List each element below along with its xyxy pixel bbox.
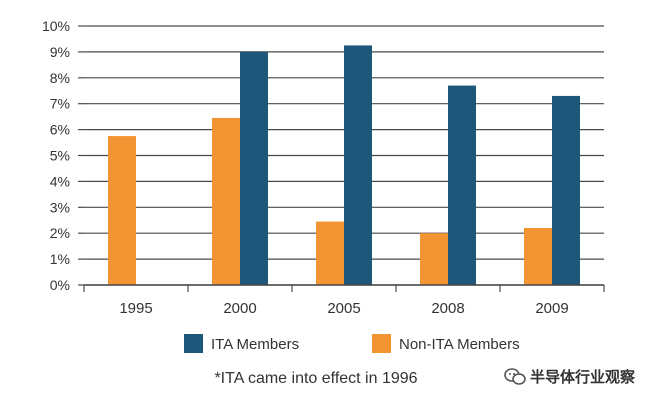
x-tick-label: 2009 [535, 300, 568, 317]
bar-ita-members-2000 [240, 51, 268, 286]
bar-non-ita-members-2005 [316, 221, 344, 285]
y-tick-label: 0% [50, 277, 70, 293]
y-tick-label: 9% [50, 44, 70, 60]
legend-label: Non-ITA Members [399, 336, 520, 353]
watermark: 半导体行业观察 [504, 368, 636, 386]
bar-non-ita-members-2000 [212, 117, 240, 285]
x-tick-label: 1995 [119, 300, 152, 317]
legend: ITA Members Non-ITA Members [184, 334, 520, 353]
axes-layer [78, 25, 605, 292]
watermark-text: 半导体行业观察 [530, 368, 636, 386]
x-tick-labels: 1995 2000 2005 2008 2009 [119, 300, 568, 317]
wechat-logo-icon [504, 368, 526, 385]
y-tick-label: 4% [50, 173, 70, 189]
bars-layer [108, 45, 580, 286]
y-tick-label: 6% [50, 122, 70, 138]
legend-swatch [372, 334, 391, 353]
bar-ita-members-2008 [448, 85, 476, 285]
bar-non-ita-members-1995 [108, 136, 136, 285]
y-tick-label: 3% [50, 199, 70, 215]
y-tick-label: 10% [42, 18, 70, 34]
bar-ita-members-2009 [552, 95, 580, 286]
y-tick-labels: 0% 1% 2% 3% 4% 5% 6% 7% 8% 9% 10% [42, 18, 70, 293]
legend-label: ITA Members [211, 336, 299, 353]
bar-ita-members-2005 [344, 45, 372, 285]
x-tick-label: 2005 [327, 300, 360, 317]
y-tick-label: 1% [50, 251, 70, 267]
legend-swatch [184, 334, 203, 353]
bar-non-ita-members-2009 [524, 228, 552, 285]
y-tick-label: 2% [50, 225, 70, 241]
y-tick-label: 7% [50, 96, 70, 112]
y-tick-label: 8% [50, 70, 70, 86]
x-tick-label: 2000 [223, 300, 256, 317]
bar-non-ita-members-2008 [420, 233, 448, 285]
footnote: *ITA came into effect in 1996 [214, 370, 417, 387]
x-tick-label: 2008 [431, 300, 464, 317]
y-tick-label: 5% [50, 148, 70, 164]
